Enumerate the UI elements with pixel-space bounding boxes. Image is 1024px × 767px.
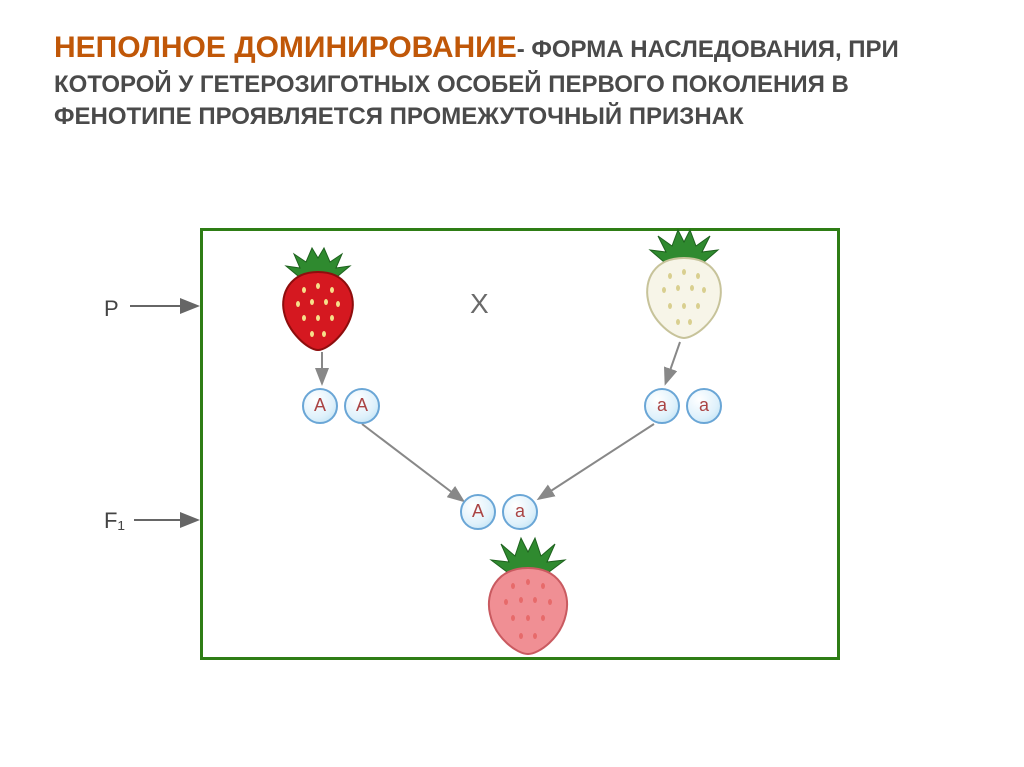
allele-label: a: [657, 395, 667, 416]
allele-offspring-a: a: [502, 494, 538, 530]
allele-label: A: [314, 395, 326, 416]
allele-offspring-A: A: [460, 494, 496, 530]
allele-label: a: [699, 395, 709, 416]
slide: НЕПОЛНОЕ ДОМИНИРОВАНИЕ- ФОРМА НАСЛЕДОВАН…: [0, 0, 1024, 767]
gamete-arrows-icon: [0, 0, 1024, 767]
allele-parent1-A1: A: [302, 388, 338, 424]
allele-label: a: [515, 501, 525, 522]
allele-parent1-A2: A: [344, 388, 380, 424]
allele-label: A: [356, 395, 368, 416]
allele-label: A: [472, 501, 484, 522]
allele-parent2-a2: a: [686, 388, 722, 424]
allele-parent2-a1: a: [644, 388, 680, 424]
